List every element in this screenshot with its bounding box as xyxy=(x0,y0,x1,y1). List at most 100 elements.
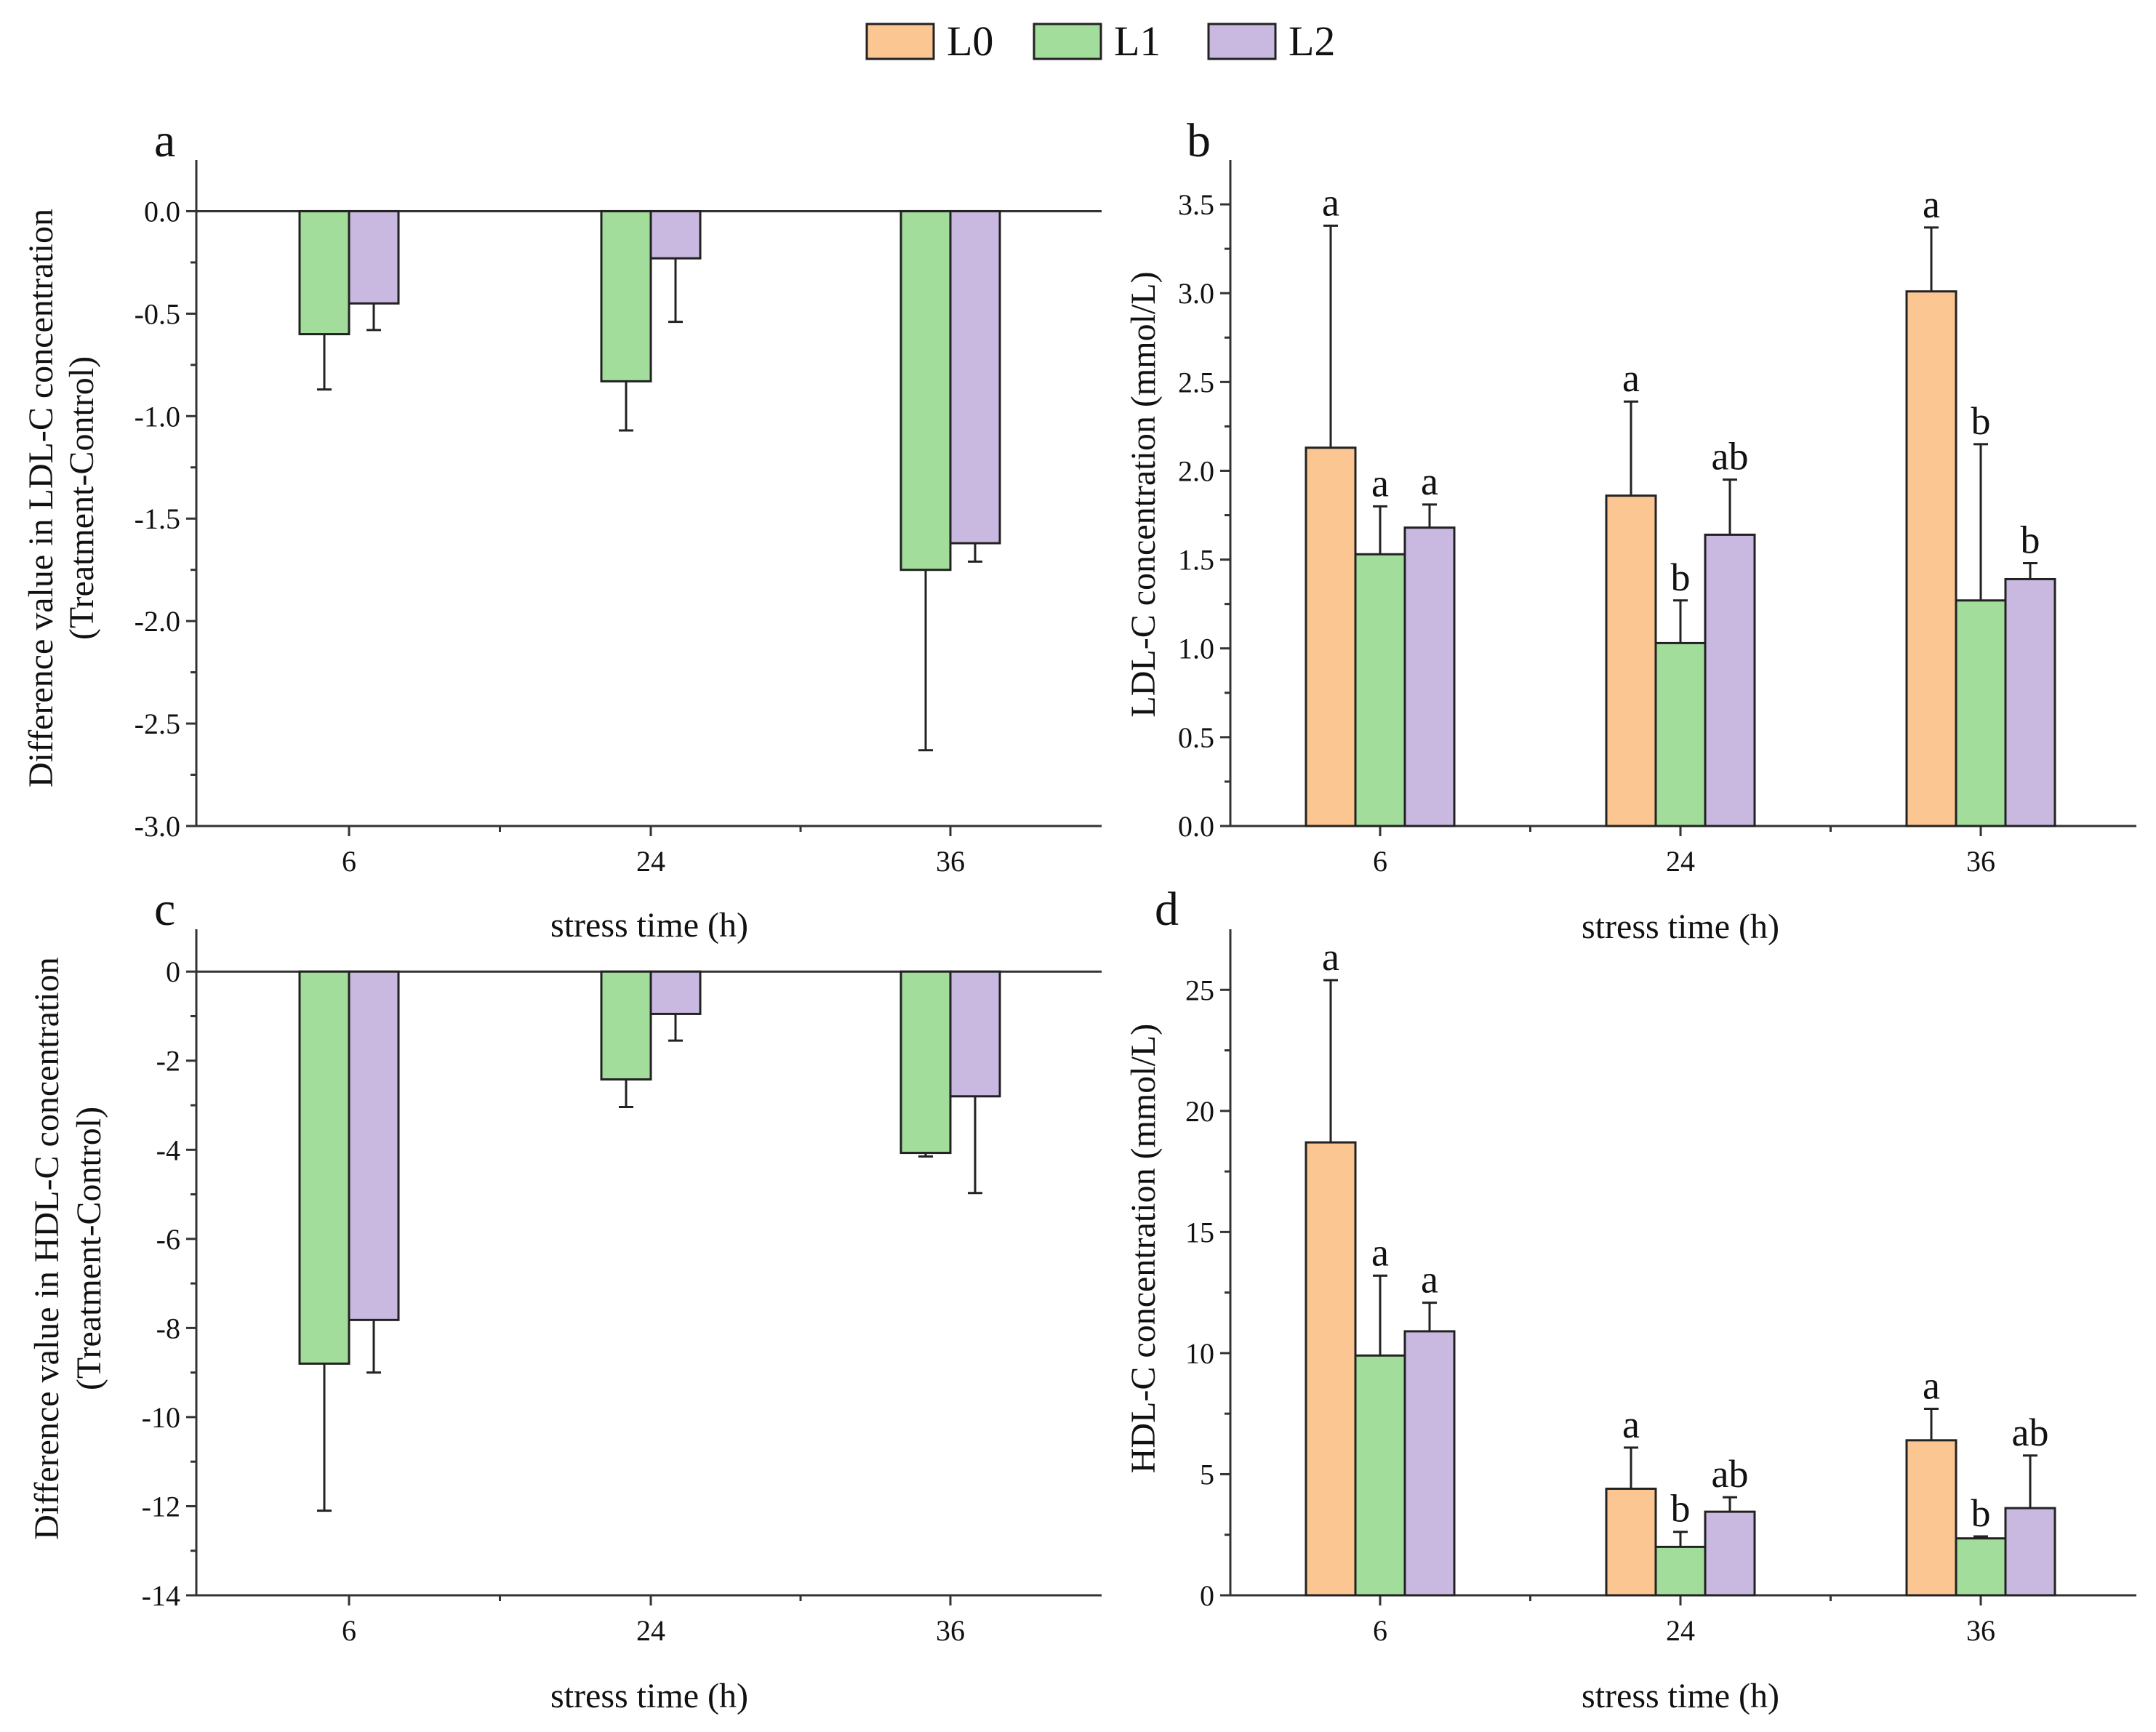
panel-d-xtick-label: 36 xyxy=(1966,1614,1995,1647)
legend-swatch-l0 xyxy=(865,23,935,60)
panel-c-plot: 0 -2 -4 -6 -8 -10 -12 -14 6 24 36 xyxy=(142,929,1102,1647)
panel-b-sig-letter-l1-24: b xyxy=(1671,556,1691,599)
panel-d-sig-letter-l0-6: a xyxy=(1322,935,1339,979)
panel-a-xtick-label: 24 xyxy=(636,845,665,878)
panel-a-bar-l1-24 xyxy=(600,209,652,382)
panel-b-ytick-label: 3.5 xyxy=(1178,188,1214,221)
panel-b-ylabel: LDL-C concentration (mmol/L) xyxy=(1124,271,1163,717)
panel-b-sig-letter-l1-6: a xyxy=(1371,461,1389,505)
panel-a-bar-l1-36 xyxy=(899,209,952,572)
panel-a-plot: 0.0 -0.5 -1.0 -1.5 -2.0 -2.5 -3.0 6 24 36 xyxy=(135,160,1102,878)
panel-c-ylabel-line2: (Treatment-Control) xyxy=(70,1107,108,1390)
panel-b-sig-letter-l0-6: a xyxy=(1322,180,1339,224)
panel-a-ytick-label: -1.0 xyxy=(135,400,180,433)
panel-letter-d: d xyxy=(1155,883,1179,936)
panel-a-ytick-label: -0.5 xyxy=(135,297,180,330)
panel-a-ytick-label: -2.0 xyxy=(135,605,180,638)
panel-a-bar-l2-24 xyxy=(649,209,702,260)
panel-d-ytick-label: 10 xyxy=(1185,1337,1214,1370)
panel-b-bar-l0-6 xyxy=(1305,446,1357,827)
panel-b-ytick-label: 1.0 xyxy=(1178,633,1214,665)
panel-b-sig-letter-l2-36: b xyxy=(2021,518,2040,561)
legend: L0 L1 L2 xyxy=(865,17,1335,65)
panel-b-bar-l2-24 xyxy=(1704,533,1756,827)
legend-label-l2: L2 xyxy=(1289,17,1335,65)
panel-c-ytick-label: -10 xyxy=(142,1401,180,1434)
panel-a-ytick-label: 0.0 xyxy=(144,195,180,228)
panel-d-bar-l0-6 xyxy=(1305,1141,1357,1597)
panel-a-xtick-label: 36 xyxy=(936,845,965,878)
panel-b-sig-letter-l1-36: b xyxy=(1971,399,1991,443)
panel-c-bar-l1-24 xyxy=(600,970,652,1081)
panel-a-xlabel: stress time (h) xyxy=(550,906,748,945)
panel-d-bar-l0-36 xyxy=(1905,1439,1957,1597)
panel-b-bar-l2-36 xyxy=(2004,577,2056,827)
panel-b-ytick-label: 2.5 xyxy=(1178,366,1214,398)
panel-b-xlabel: stress time (h) xyxy=(1582,907,1779,946)
panel-a-ylabel-line1: Difference value in LDL-C concentration xyxy=(22,209,60,787)
panel-b-bar-l0-36 xyxy=(1905,290,1957,827)
legend-swatch-l2 xyxy=(1207,23,1277,60)
panel-d-ylabel: HDL-C concentration (mmol/L) xyxy=(1124,1024,1163,1474)
legend-label-l1: L1 xyxy=(1114,17,1161,65)
panel-c-ytick-label: -8 xyxy=(156,1312,180,1344)
legend-swatch-l1 xyxy=(1033,23,1102,60)
panel-a-ytick-label: -2.5 xyxy=(135,707,180,740)
panel-d-ytick-label: 20 xyxy=(1185,1095,1214,1128)
panel-b-bar-l2-6 xyxy=(1403,526,1456,827)
panel-b-bar-l1-6 xyxy=(1354,553,1406,827)
panel-c-bar-l1-6 xyxy=(298,970,350,1365)
panel-b-sig-letter-l0-24: a xyxy=(1622,356,1640,400)
panel-d-bar-l2-24 xyxy=(1704,1510,1756,1597)
panel-d-sig-letter-l1-24: b xyxy=(1671,1487,1691,1531)
panel-d-sig-letter-l0-36: a xyxy=(1923,1364,1940,1408)
panel-b-ytick-label: 0.5 xyxy=(1178,721,1214,754)
panel-b-bar-l1-36 xyxy=(1955,599,2007,827)
panel-c-ytick-label: -2 xyxy=(156,1045,180,1078)
panel-a-ytick-label: -3.0 xyxy=(135,810,180,843)
panel-a-bar-l1-6 xyxy=(298,209,350,336)
panel-b-sig-letter-l0-36: a xyxy=(1923,183,1940,226)
panel-d-bar-l1-36 xyxy=(1955,1537,2007,1597)
panel-d-ytick-label: 5 xyxy=(1200,1458,1214,1491)
panel-c-xtick-label: 36 xyxy=(936,1614,965,1647)
panel-c-bar-l2-36 xyxy=(949,970,1001,1098)
panel-c-bar-l2-6 xyxy=(348,970,400,1321)
panel-d-ytick-label: 15 xyxy=(1185,1216,1214,1248)
panel-a-ytick-label: -1.5 xyxy=(135,502,180,535)
panel-d-ytick-label: 25 xyxy=(1185,974,1214,1006)
panel-a-bar-l2-36 xyxy=(949,209,1001,545)
panel-d-sig-letter-l2-24: ab xyxy=(1712,1452,1749,1496)
panel-b-xtick-label: 36 xyxy=(1966,845,1995,878)
panel-d-xlabel: stress time (h) xyxy=(1582,1677,1779,1715)
panel-c-ytick-label: -14 xyxy=(142,1579,180,1612)
panel-a-bar-l2-6 xyxy=(348,209,400,305)
panel-b-ytick-label: 3.0 xyxy=(1178,277,1214,310)
panel-c-ylabel-line1: Difference value in HDL-C concentration xyxy=(28,957,66,1539)
panel-b-ytick-label: 1.5 xyxy=(1178,544,1214,577)
panel-c-xlabel: stress time (h) xyxy=(550,1677,748,1715)
panel-c-bar-l1-36 xyxy=(899,970,952,1155)
panel-d-bar-l0-24 xyxy=(1605,1487,1657,1597)
panel-c-ytick-label: -4 xyxy=(156,1134,180,1166)
panel-d-sig-letter-l2-6: a xyxy=(1421,1258,1438,1302)
panel-c-bar-l2-24 xyxy=(649,970,702,1015)
panel-letter-b: b xyxy=(1187,114,1211,167)
panel-b-bar-l1-24 xyxy=(1654,641,1707,827)
panel-b-ytick-label: 2.0 xyxy=(1178,454,1214,487)
panel-b-xtick-label: 24 xyxy=(1666,845,1695,878)
panel-b-xtick-label: 6 xyxy=(1373,845,1387,878)
panel-letter-a: a xyxy=(154,114,175,167)
panel-d-sig-letter-l2-36: ab xyxy=(2012,1411,2049,1454)
panel-d-xtick-label: 6 xyxy=(1373,1614,1387,1647)
panel-letter-c: c xyxy=(154,883,175,936)
panel-d-ytick-label: 0 xyxy=(1200,1579,1214,1612)
panel-b-ytick-label: 0.0 xyxy=(1178,810,1214,843)
panel-b-bar-l0-24 xyxy=(1605,494,1657,827)
panel-d-bar-l1-24 xyxy=(1654,1545,1707,1597)
panel-c-ytick-label: 0 xyxy=(166,955,180,988)
panel-c-xtick-label: 24 xyxy=(636,1614,665,1647)
